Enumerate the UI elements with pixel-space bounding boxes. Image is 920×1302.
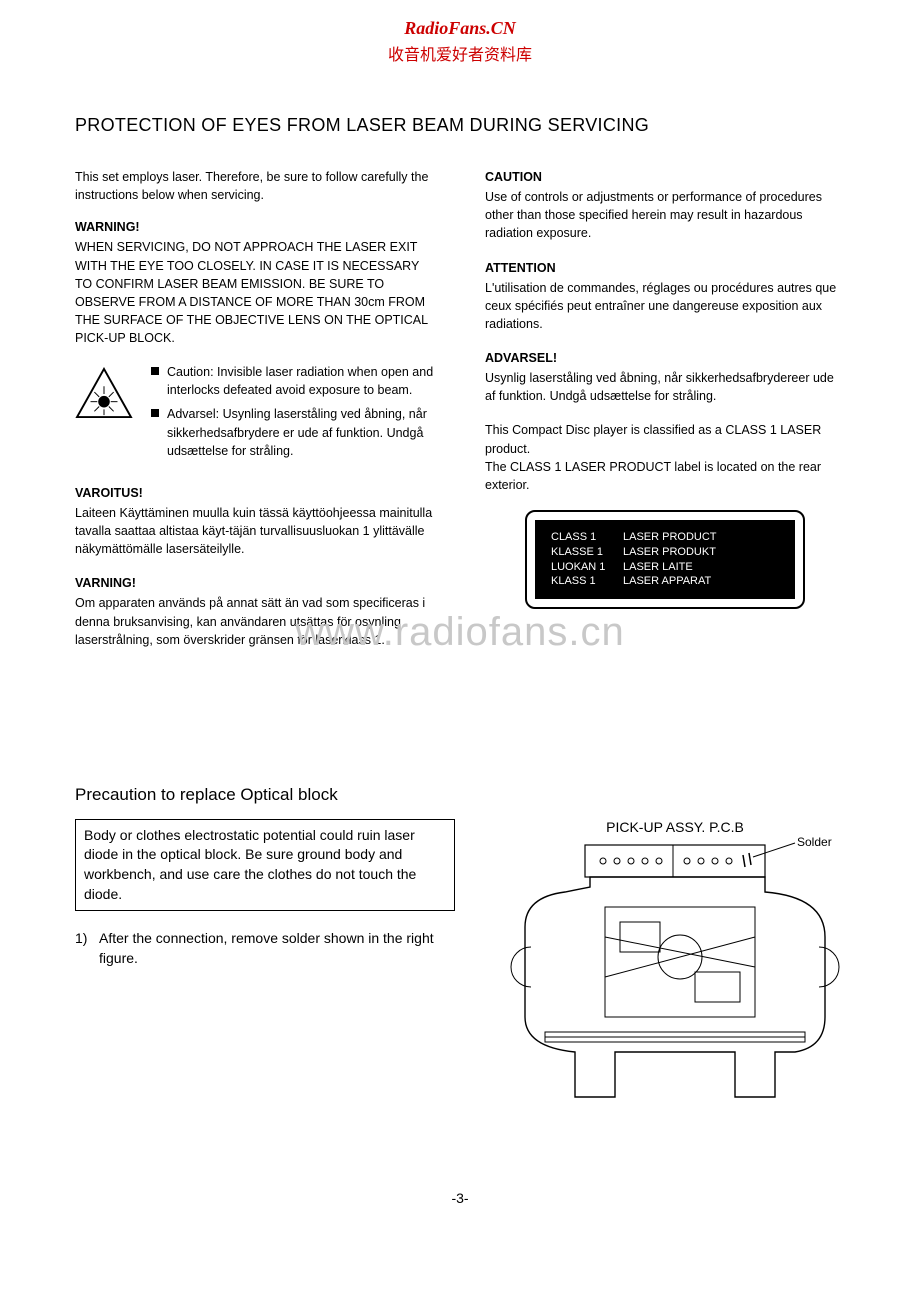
solder-label: Solder bbox=[797, 835, 832, 849]
caution-bullets: Caution: Invisible laser radiation when … bbox=[151, 363, 435, 466]
header-title: RadioFans.CN bbox=[0, 18, 920, 39]
advarsel-heading: ADVARSEL! bbox=[485, 349, 845, 367]
label-cell: LASER PRODUCT bbox=[623, 530, 717, 545]
varoitus-body: Laiteen Käyttäminen muulla kuin tässä kä… bbox=[75, 504, 435, 558]
right-column: CAUTION Use of controls or adjustments o… bbox=[485, 168, 845, 665]
page-number: -3- bbox=[0, 1190, 920, 1206]
bullet-item: Caution: Invisible laser radiation when … bbox=[151, 363, 435, 399]
step-item: 1) After the connection, remove solder s… bbox=[75, 929, 455, 968]
bullet-text: Caution: Invisible laser radiation when … bbox=[167, 363, 435, 399]
pcb-title: PICK-UP ASSY. P.C.B bbox=[495, 819, 855, 835]
warning-heading: WARNING! bbox=[75, 218, 435, 236]
section-laser-safety: PROTECTION OF EYES FROM LASER BEAM DURIN… bbox=[0, 65, 920, 665]
attention-body: L'utilisation de commandes, réglages ou … bbox=[485, 279, 845, 333]
bullet-square-icon bbox=[151, 409, 159, 417]
label-row: KLASSE 1 LASER PRODUKT bbox=[551, 545, 779, 560]
label-cell: LASER APPARAT bbox=[623, 574, 711, 589]
varoitus-heading: VAROITUS! bbox=[75, 484, 435, 502]
step-number: 1) bbox=[75, 929, 99, 968]
label-cell: LUOKAN 1 bbox=[551, 560, 623, 575]
laser-warning-icon bbox=[75, 367, 133, 466]
label-row: KLASS 1 LASER APPARAT bbox=[551, 574, 779, 589]
header-subtitle: 收音机爱好者资料库 bbox=[0, 41, 920, 65]
warning-body: WHEN SERVICING, DO NOT APPROACH THE LASE… bbox=[75, 238, 435, 347]
label-cell: KLASSE 1 bbox=[551, 545, 623, 560]
laser-caution-row: Caution: Invisible laser radiation when … bbox=[75, 363, 435, 466]
label-cell: KLASS 1 bbox=[551, 574, 623, 589]
varning-heading: VARNING! bbox=[75, 574, 435, 592]
section-heading: PROTECTION OF EYES FROM LASER BEAM DURIN… bbox=[75, 115, 845, 136]
label-row: LUOKAN 1 LASER LAITE bbox=[551, 560, 779, 575]
varning-body: Om apparaten används på annat sätt än va… bbox=[75, 594, 435, 648]
intro-text: This set employs laser. Therefore, be su… bbox=[75, 168, 435, 204]
section2-right: PICK-UP ASSY. P.C.B bbox=[495, 819, 855, 1122]
label-cell: LASER LAITE bbox=[623, 560, 693, 575]
label-cell: LASER PRODUKT bbox=[623, 545, 716, 560]
caution-body: Use of controls or adjustments or perfor… bbox=[485, 188, 845, 242]
section2-heading: Precaution to replace Optical block bbox=[75, 785, 845, 805]
left-column: This set employs laser. Therefore, be su… bbox=[75, 168, 435, 665]
bullet-item: Advarsel: Usynling laserståling ved åbni… bbox=[151, 405, 435, 459]
label-cell: CLASS 1 bbox=[551, 530, 623, 545]
step-text: After the connection, remove solder show… bbox=[99, 929, 455, 968]
label-row: CLASS 1 LASER PRODUCT bbox=[551, 530, 779, 545]
advarsel-body: Usynlig laserståling ved åbning, når sik… bbox=[485, 369, 845, 405]
pickup-diagram: Solder bbox=[495, 837, 855, 1122]
esd-note-box: Body or clothes electrostatic potential … bbox=[75, 819, 455, 911]
class1-note-2: The CLASS 1 LASER PRODUCT label is locat… bbox=[485, 458, 845, 494]
caution-heading: CAUTION bbox=[485, 168, 845, 186]
bullet-text: Advarsel: Usynling laserståling ved åbni… bbox=[167, 405, 435, 459]
class1-label-box: CLASS 1 LASER PRODUCT KLASSE 1 LASER PRO… bbox=[525, 510, 805, 609]
page-header: RadioFans.CN 收音机爱好者资料库 bbox=[0, 0, 920, 65]
attention-heading: ATTENTION bbox=[485, 259, 845, 277]
bullet-square-icon bbox=[151, 367, 159, 375]
class1-label-inner: CLASS 1 LASER PRODUCT KLASSE 1 LASER PRO… bbox=[535, 520, 795, 599]
section2-left: Body or clothes electrostatic potential … bbox=[75, 819, 455, 1122]
class1-note: This Compact Disc player is classified a… bbox=[485, 421, 845, 457]
section-optical-block: Precaution to replace Optical block Body… bbox=[0, 665, 920, 1122]
